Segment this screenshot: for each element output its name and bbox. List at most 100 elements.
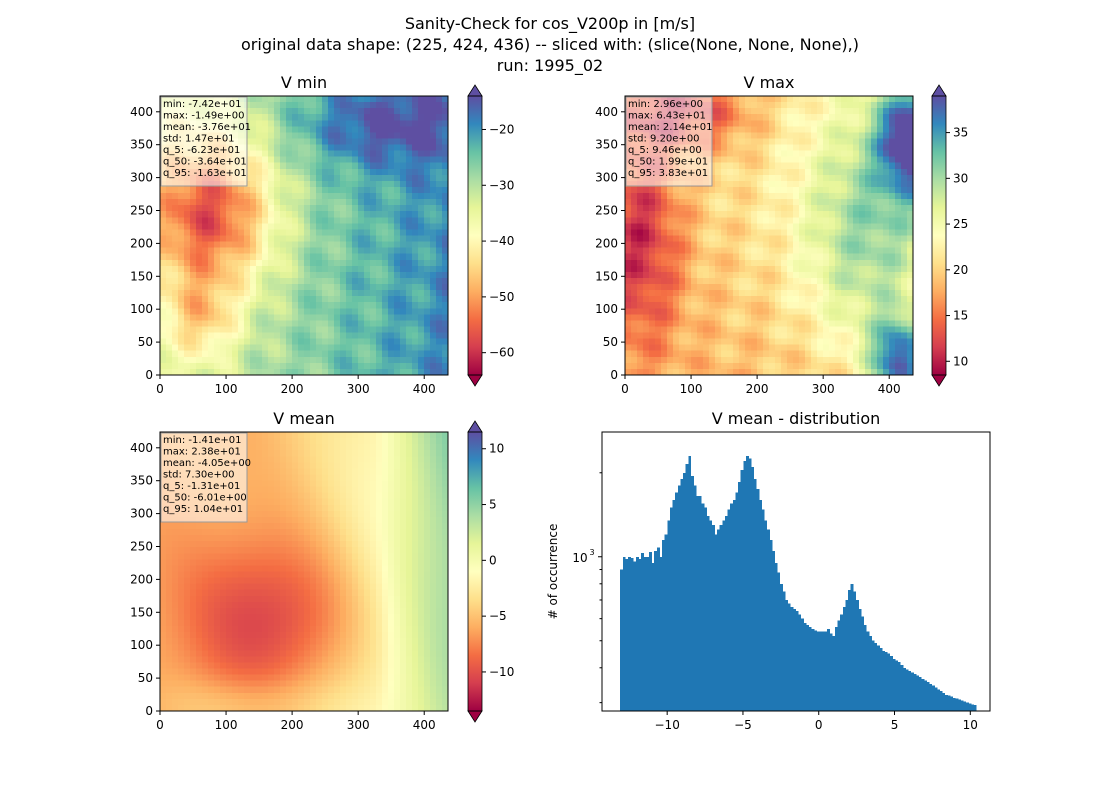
heatmap-cell (418, 253, 425, 261)
heatmap-cell (715, 180, 722, 188)
heatmap-cell (442, 284, 449, 291)
heatmap-cell (286, 314, 293, 322)
heatmap-cell (721, 168, 728, 176)
heatmap-cell (709, 362, 716, 370)
heatmap-cell (685, 205, 692, 212)
heatmap-cell (793, 368, 800, 376)
heatmap-cell (430, 223, 437, 231)
heatmap-cell (322, 235, 329, 243)
heatmap-cell (673, 193, 680, 200)
heatmap-cell (895, 290, 902, 297)
heatmap-cell (763, 180, 770, 188)
heatmap-cell (316, 96, 323, 103)
heatmap-cell (388, 277, 395, 285)
heatmap-cell (757, 344, 764, 352)
heatmap-cell (292, 450, 299, 457)
heatmap-cell (655, 368, 662, 376)
heatmap-cell (691, 235, 698, 243)
heatmap-cell (817, 326, 824, 334)
heatmap-cell (346, 150, 353, 158)
heatmap-cell (889, 302, 896, 309)
heatmap-cell (805, 211, 812, 218)
heatmap-cell (334, 265, 341, 273)
heatmap-cell (757, 265, 764, 273)
heatmap-cell (364, 186, 371, 194)
heatmap-cell (643, 290, 650, 297)
heatmap-cell (673, 241, 680, 249)
heatmap-cell (244, 193, 251, 200)
heatmap-cell (655, 338, 662, 346)
heatmap-cell (907, 205, 914, 212)
heatmap-cell (388, 338, 395, 346)
heatmap-cell (865, 356, 872, 364)
heatmap-cell (817, 265, 824, 273)
heatmap-cell (715, 362, 722, 370)
heatmap-cell (172, 211, 179, 218)
heatmap-cell (400, 168, 407, 176)
heatmap-cell (238, 271, 245, 279)
heatmap-cell (244, 205, 251, 212)
heatmap-cell (655, 235, 662, 243)
heatmap-cell (364, 205, 371, 212)
heatmap-cell (334, 217, 341, 224)
heatmap-cell (436, 450, 443, 457)
heatmap-cell (859, 156, 866, 164)
heatmap-cell (739, 253, 746, 261)
heatmap-cell (637, 314, 644, 322)
heatmap-cell (847, 362, 854, 370)
heatmap-cell (709, 199, 716, 206)
heatmap-cell (418, 247, 425, 255)
heatmap-cell (304, 368, 311, 376)
heatmap-cell (883, 259, 890, 267)
heatmap-cell (256, 168, 263, 176)
heatmap-cell (907, 338, 914, 346)
heatmap-cell (388, 362, 395, 370)
heatmap-cell (196, 296, 203, 303)
heatmap-cell (418, 180, 425, 188)
heatmap-cell (292, 265, 299, 273)
heatmap-cell (256, 186, 263, 194)
heatmap-cell (769, 223, 776, 231)
heatmap-cell (406, 156, 413, 164)
heatmap-cell (298, 486, 305, 494)
heatmap-cell (649, 247, 656, 255)
heatmap-cell (865, 271, 872, 279)
heatmap-cell (370, 308, 377, 315)
heatmap-cell (817, 150, 824, 158)
heatmap-cell (679, 217, 686, 224)
heatmap-cell (637, 320, 644, 328)
heatmap-cell (739, 277, 746, 285)
heatmap-cell (250, 350, 257, 358)
heatmap-cell (625, 253, 632, 261)
heatmap-cell (793, 132, 800, 140)
heatmap-cell (625, 186, 632, 194)
heatmap-cell (829, 368, 836, 376)
heatmap-cell (256, 368, 263, 376)
heatmap-cell (637, 356, 644, 364)
heatmap-cell (370, 350, 377, 358)
heatmap-cell (376, 432, 383, 439)
heatmap-cell (178, 308, 185, 315)
heatmap-cell (412, 450, 419, 457)
heatmap-cell (787, 211, 794, 218)
heatmap-cell (172, 186, 179, 194)
heatmap-cell (400, 96, 407, 103)
heatmap-cell (745, 326, 752, 334)
heatmap-cell (346, 120, 353, 127)
heatmap-cell (184, 356, 191, 364)
heatmap-cell (631, 217, 638, 224)
heatmap-cell (865, 344, 872, 352)
heatmap-cell (661, 356, 668, 364)
heatmap-cell (310, 265, 317, 273)
heatmap-cell (745, 114, 752, 121)
heatmap-cell (901, 350, 908, 358)
heatmap-cell (787, 150, 794, 158)
heatmap-cell (298, 223, 305, 231)
heatmap-cell (649, 284, 656, 291)
heatmap-cell (721, 253, 728, 261)
heatmap-cell (292, 444, 299, 451)
heatmap-cell (799, 138, 806, 146)
heatmap-cell (745, 156, 752, 164)
heatmap-cell (268, 144, 275, 152)
heatmap-cell (202, 205, 209, 212)
